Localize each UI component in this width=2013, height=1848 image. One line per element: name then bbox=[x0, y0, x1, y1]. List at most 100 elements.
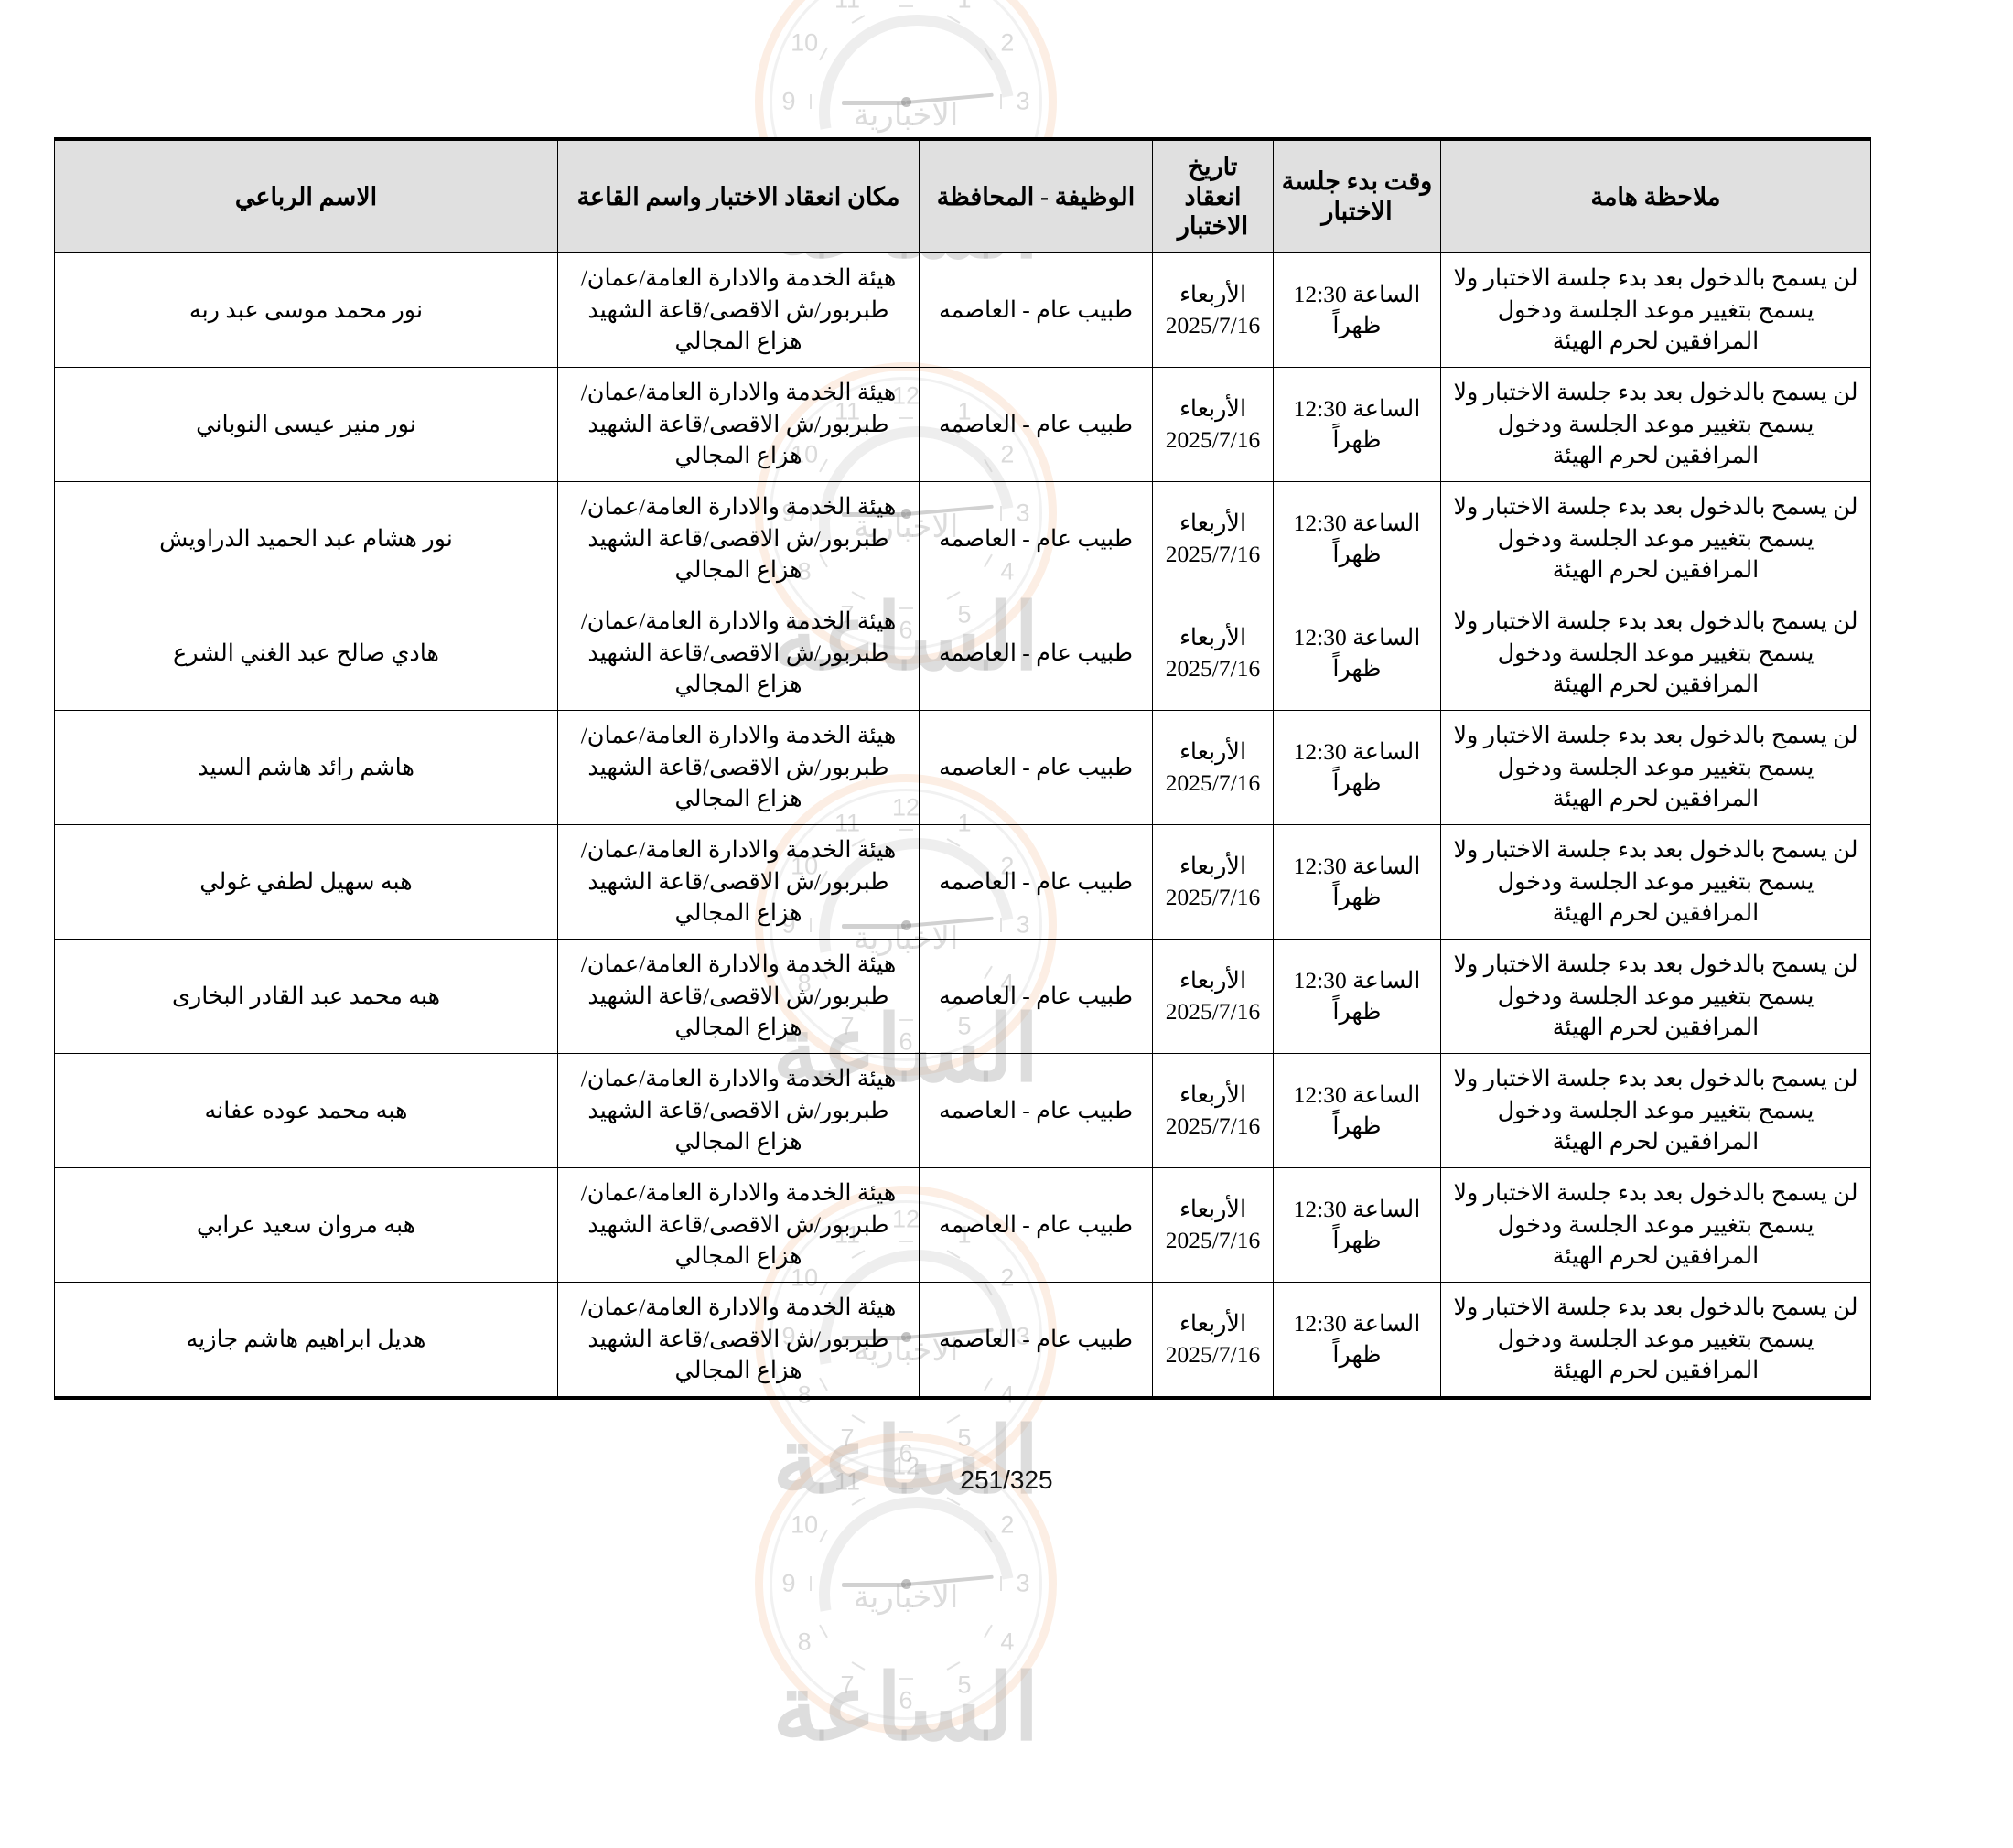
clock-minute-hand bbox=[905, 1574, 994, 1586]
table-row: لن يسمح بالدخول بعد بدء جلسة الاختبار ول… bbox=[54, 1167, 1871, 1283]
cell-note: لن يسمح بالدخول بعد بدء جلسة الاختبار ول… bbox=[1440, 596, 1871, 711]
cell-place: هيئة الخدمة والادارة العامة/عمان/طبربور/… bbox=[557, 481, 920, 596]
table-row: لن يسمح بالدخول بعد بدء جلسة الاختبار ول… bbox=[54, 939, 1871, 1054]
cell-name: هبه محمد عوده عفانه bbox=[54, 1053, 558, 1168]
clock-number: 6 bbox=[899, 1686, 913, 1714]
table-header-row: ملاحظة هامة وقت بدء جلسة الاختبار تاريخ … bbox=[54, 137, 1871, 253]
clock-tick bbox=[899, 1678, 913, 1680]
cell-job: طبيب عام - العاصمه bbox=[919, 1167, 1153, 1283]
clock-center-hub bbox=[901, 1579, 911, 1589]
column-header-name: الاسم الرباعي bbox=[54, 137, 558, 253]
cell-name: هديل ابراهيم هاشم جازيه bbox=[54, 1282, 558, 1400]
cell-job: طبيب عام - العاصمه bbox=[919, 939, 1153, 1054]
cell-time: الساعة 12:30 ظهراً bbox=[1273, 710, 1441, 825]
cell-time: الساعة 12:30 ظهراً bbox=[1273, 596, 1441, 711]
cell-job: طبيب عام - العاصمه bbox=[919, 1282, 1153, 1400]
cell-time: الساعة 12:30 ظهراً bbox=[1273, 1053, 1441, 1168]
cell-date: الأربعاء 2025/7/16 bbox=[1152, 1167, 1274, 1283]
cell-place: هيئة الخدمة والادارة العامة/عمان/طبربور/… bbox=[557, 596, 920, 711]
cell-place: هيئة الخدمة والادارة العامة/عمان/طبربور/… bbox=[557, 1053, 920, 1168]
cell-note: لن يسمح بالدخول بعد بدء جلسة الاختبار ول… bbox=[1440, 939, 1871, 1054]
cell-date: الأربعاء 2025/7/16 bbox=[1152, 367, 1274, 482]
cell-note: لن يسمح بالدخول بعد بدء جلسة الاختبار ول… bbox=[1440, 1167, 1871, 1283]
cell-time: الساعة 12:30 ظهراً bbox=[1273, 252, 1441, 368]
page-number: 251/325 bbox=[960, 1466, 1053, 1494]
table-row: لن يسمح بالدخول بعد بدء جلسة الاختبار ول… bbox=[54, 367, 1871, 482]
column-header-date: تاريخ انعقاد الاختبار bbox=[1152, 137, 1274, 253]
clock-tick bbox=[819, 1624, 828, 1638]
cell-note: لن يسمح بالدخول بعد بدء جلسة الاختبار ول… bbox=[1440, 824, 1871, 940]
table-row: لن يسمح بالدخول بعد بدء جلسة الاختبار ول… bbox=[54, 1053, 1871, 1168]
watermark-brand-sub: الاخبارية bbox=[853, 1580, 959, 1615]
cell-note: لن يسمح بالدخول بعد بدء جلسة الاختبار ول… bbox=[1440, 1282, 1871, 1400]
clock-number: 9 bbox=[781, 1569, 796, 1597]
document-sheet: ملاحظة هامة وقت بدء جلسة الاختبار تاريخ … bbox=[54, 137, 1871, 1494]
cell-place: هيئة الخدمة والادارة العامة/عمان/طبربور/… bbox=[557, 1282, 920, 1400]
column-header-place: مكان انعقاد الاختبار واسم القاعة bbox=[557, 137, 920, 253]
clock-tick bbox=[810, 1576, 812, 1591]
table-row: لن يسمح بالدخول بعد بدء جلسة الاختبار ول… bbox=[54, 710, 1871, 825]
cell-date: الأربعاء 2025/7/16 bbox=[1152, 481, 1274, 596]
cell-job: طبيب عام - العاصمه bbox=[919, 1053, 1153, 1168]
clock-tick bbox=[851, 1661, 866, 1671]
cell-place: هيئة الخدمة والادارة العامة/عمان/طبربور/… bbox=[557, 710, 920, 825]
clock-tick bbox=[946, 1661, 961, 1671]
cell-name: هبه سهيل لطفي غولي bbox=[54, 824, 558, 940]
cell-place: هيئة الخدمة والادارة العامة/عمان/طبربور/… bbox=[557, 939, 920, 1054]
table-row: لن يسمح بالدخول بعد بدء جلسة الاختبار ول… bbox=[54, 481, 1871, 596]
exam-schedule-table: ملاحظة هامة وقت بدء جلسة الاختبار تاريخ … bbox=[54, 137, 1871, 1400]
cell-name: هاشم رائد هاشم السيد bbox=[54, 710, 558, 825]
cell-name: هبه محمد عبد القادر البخارى bbox=[54, 939, 558, 1054]
cell-job: طبيب عام - العاصمه bbox=[919, 710, 1153, 825]
clock-number: 4 bbox=[1000, 1628, 1015, 1656]
table-row: لن يسمح بالدخول بعد بدء جلسة الاختبار ول… bbox=[54, 596, 1871, 711]
table-header: ملاحظة هامة وقت بدء جلسة الاختبار تاريخ … bbox=[54, 137, 1871, 253]
clock-number: 5 bbox=[957, 1671, 972, 1699]
clock-number: 8 bbox=[797, 1628, 812, 1656]
cell-place: هيئة الخدمة والادارة العامة/عمان/طبربور/… bbox=[557, 367, 920, 482]
cell-date: الأربعاء 2025/7/16 bbox=[1152, 1282, 1274, 1400]
cell-date: الأربعاء 2025/7/16 bbox=[1152, 252, 1274, 368]
cell-time: الساعة 12:30 ظهراً bbox=[1273, 824, 1441, 940]
cell-note: لن يسمح بالدخول بعد بدء جلسة الاختبار ول… bbox=[1440, 710, 1871, 825]
cell-name: هادي صالح عبد الغني الشرع bbox=[54, 596, 558, 711]
cell-date: الأربعاء 2025/7/16 bbox=[1152, 1053, 1274, 1168]
cell-job: طبيب عام - العاصمه bbox=[919, 596, 1153, 711]
cell-date: الأربعاء 2025/7/16 bbox=[1152, 824, 1274, 940]
cell-name: نور منير عيسى النوباني bbox=[54, 367, 558, 482]
cell-time: الساعة 12:30 ظهراً bbox=[1273, 1167, 1441, 1283]
cell-job: طبيب عام - العاصمه bbox=[919, 252, 1153, 368]
cell-job: طبيب عام - العاصمه bbox=[919, 481, 1153, 596]
cell-note: لن يسمح بالدخول بعد بدء جلسة الاختبار ول… bbox=[1440, 367, 1871, 482]
column-header-time: وقت بدء جلسة الاختبار bbox=[1273, 137, 1441, 253]
cell-job: طبيب عام - العاصمه bbox=[919, 824, 1153, 940]
table-row: لن يسمح بالدخول بعد بدء جلسة الاختبار ول… bbox=[54, 252, 1871, 368]
cell-note: لن يسمح بالدخول بعد بدء جلسة الاختبار ول… bbox=[1440, 1053, 1871, 1168]
cell-place: هيئة الخدمة والادارة العامة/عمان/طبربور/… bbox=[557, 1167, 920, 1283]
column-header-note: ملاحظة هامة bbox=[1440, 137, 1871, 253]
clock-tick bbox=[984, 1624, 993, 1638]
clock-number: 3 bbox=[1016, 1569, 1030, 1597]
cell-date: الأربعاء 2025/7/16 bbox=[1152, 710, 1274, 825]
watermark-brand-main: الساعة bbox=[772, 1657, 1039, 1759]
table-row: لن يسمح بالدخول بعد بدء جلسة الاختبار ول… bbox=[54, 824, 1871, 940]
cell-date: الأربعاء 2025/7/16 bbox=[1152, 596, 1274, 711]
cell-time: الساعة 12:30 ظهراً bbox=[1273, 367, 1441, 482]
clock-tick bbox=[1000, 1576, 1002, 1591]
cell-time: الساعة 12:30 ظهراً bbox=[1273, 1282, 1441, 1400]
clock-number: 7 bbox=[840, 1671, 855, 1699]
cell-place: هيئة الخدمة والادارة العامة/عمان/طبربور/… bbox=[557, 252, 920, 368]
cell-place: هيئة الخدمة والادارة العامة/عمان/طبربور/… bbox=[557, 824, 920, 940]
cell-name: هبه مروان سعيد عرابي bbox=[54, 1167, 558, 1283]
cell-note: لن يسمح بالدخول بعد بدء جلسة الاختبار ول… bbox=[1440, 252, 1871, 368]
cell-time: الساعة 12:30 ظهراً bbox=[1273, 481, 1441, 596]
cell-job: طبيب عام - العاصمه bbox=[919, 367, 1153, 482]
column-header-job: الوظيفة - المحافظة bbox=[919, 137, 1153, 253]
clock-hour-hand bbox=[842, 1583, 906, 1587]
cell-name: نور هشام عبد الحميد الدراويش bbox=[54, 481, 558, 596]
cell-name: نور محمد موسى عبد ربه bbox=[54, 252, 558, 368]
table-body: لن يسمح بالدخول بعد بدء جلسة الاختبار ول… bbox=[54, 252, 1871, 1400]
cell-date: الأربعاء 2025/7/16 bbox=[1152, 939, 1274, 1054]
table-row: لن يسمح بالدخول بعد بدء جلسة الاختبار ول… bbox=[54, 1282, 1871, 1400]
cell-note: لن يسمح بالدخول بعد بدء جلسة الاختبار ول… bbox=[1440, 481, 1871, 596]
